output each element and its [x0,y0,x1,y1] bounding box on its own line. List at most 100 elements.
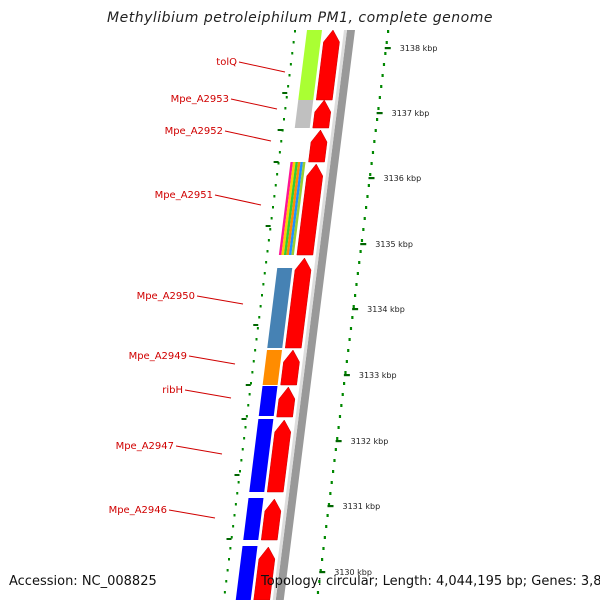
cds-track [253,29,340,600]
kbp-label: 3132 kbp [351,437,389,446]
gene-label: Mpe_A2946 [109,505,167,516]
ring-dot [243,437,246,440]
ring-dot [318,580,321,583]
ring-dot [239,470,241,473]
ring-dot [225,580,228,583]
cog-block [267,268,293,348]
map-title: Methylibium petroleiphilum PM1, complete… [107,10,493,26]
cog-stripe [291,162,306,255]
ring-dot [280,140,283,143]
ring-dot [228,558,230,561]
ring-dot [262,283,265,286]
scale-tick [327,505,334,508]
cog-block [249,419,274,492]
gene-tick [245,384,251,386]
ring-dot [289,63,292,66]
ring-dot [240,459,243,462]
gene-labels: tolQ Mpe_A2953 Mpe_A2952 Mpe_A2951 Mpe_A2950… [109,57,288,540]
ring-dot [376,118,379,121]
gene-tick [265,225,271,227]
cds-arrow [280,349,300,386]
cog-stripe [278,162,293,255]
ring-dot [258,316,261,319]
ring-dot [259,305,262,308]
leader-line [188,355,236,365]
kbp-label: 3131 kbp [343,502,381,511]
cds-arrow [308,129,328,163]
gene-label: Mpe_A2953 [171,94,229,105]
leader-line [184,389,232,399]
ring-dot [377,107,380,110]
ring-dot [319,569,322,572]
ring-dot [333,459,336,462]
ring-dot [285,96,288,99]
ring-dot [341,393,344,396]
ring-dot [277,162,280,165]
ring-dot [247,404,250,407]
ring-dot [370,162,373,165]
cds-arrow [296,163,324,256]
ring-dot [367,184,370,187]
ring-dot [348,338,351,341]
leader-line [175,445,223,455]
ring-dot [373,140,376,143]
kbp-label: 3136 kbp [384,174,422,183]
ring-dot [274,184,277,187]
ring-dot [369,173,372,176]
cds-arrow [284,257,312,349]
ring-dot [351,316,354,319]
cog-stripe [286,162,301,255]
inner-dotted-ring [223,30,296,594]
gene-label: Mpe_A2947 [116,441,174,452]
ring-dot [332,470,335,473]
backbone [272,30,355,600]
gene-tick [253,324,259,326]
ring-dot [327,503,331,506]
kbp-scale: 3138 kbp 3137 kbp 3136 kbp 3135 kbp 3134 kbp… [319,44,437,577]
gene-label: Mpe_A2949 [129,351,187,362]
cds-arrow [276,386,296,418]
backbone-edge [272,30,347,600]
outer-dotted-ring [316,30,390,594]
ring-dot [237,481,240,484]
ring-dot [381,74,384,77]
ring-dot [355,283,358,286]
gene-label: Mpe_A2952 [165,126,223,137]
ring-dot [226,569,229,572]
ring-dot [251,371,254,374]
ring-dot [252,360,255,363]
gene-label: Mpe_A2951 [155,190,213,201]
scale-tick [343,374,350,377]
kbp-label: 3130 kbp [334,568,372,577]
ring-dot [287,85,290,88]
cog-block [294,100,314,128]
ring-dot [244,426,247,429]
ring-dot [356,272,359,275]
ring-dot [374,129,377,132]
accession-text: Accession: NC_008825 [9,574,157,589]
ring-dot [321,558,324,561]
scale-tick [319,571,326,574]
ring-dot [387,30,390,33]
cds-arrow [260,498,282,541]
ring-dot [267,239,270,242]
ring-dot [347,349,350,352]
scale-tick [368,177,375,180]
ring-dot [330,481,333,484]
leader-line [230,98,278,110]
scale-tick [384,47,391,50]
cog-stripe [288,162,303,255]
gene-label: tolQ [216,57,237,68]
ring-dot [272,206,274,209]
ring-dot [273,195,276,198]
ring-dot [337,426,340,429]
scale-tick [335,440,342,443]
ring-dot [256,327,259,330]
cog-track [235,30,322,600]
ring-dot [294,30,296,33]
ring-dot [223,591,226,594]
ring-dot [234,503,237,506]
ring-dot [266,250,269,253]
ring-dot [316,591,320,594]
